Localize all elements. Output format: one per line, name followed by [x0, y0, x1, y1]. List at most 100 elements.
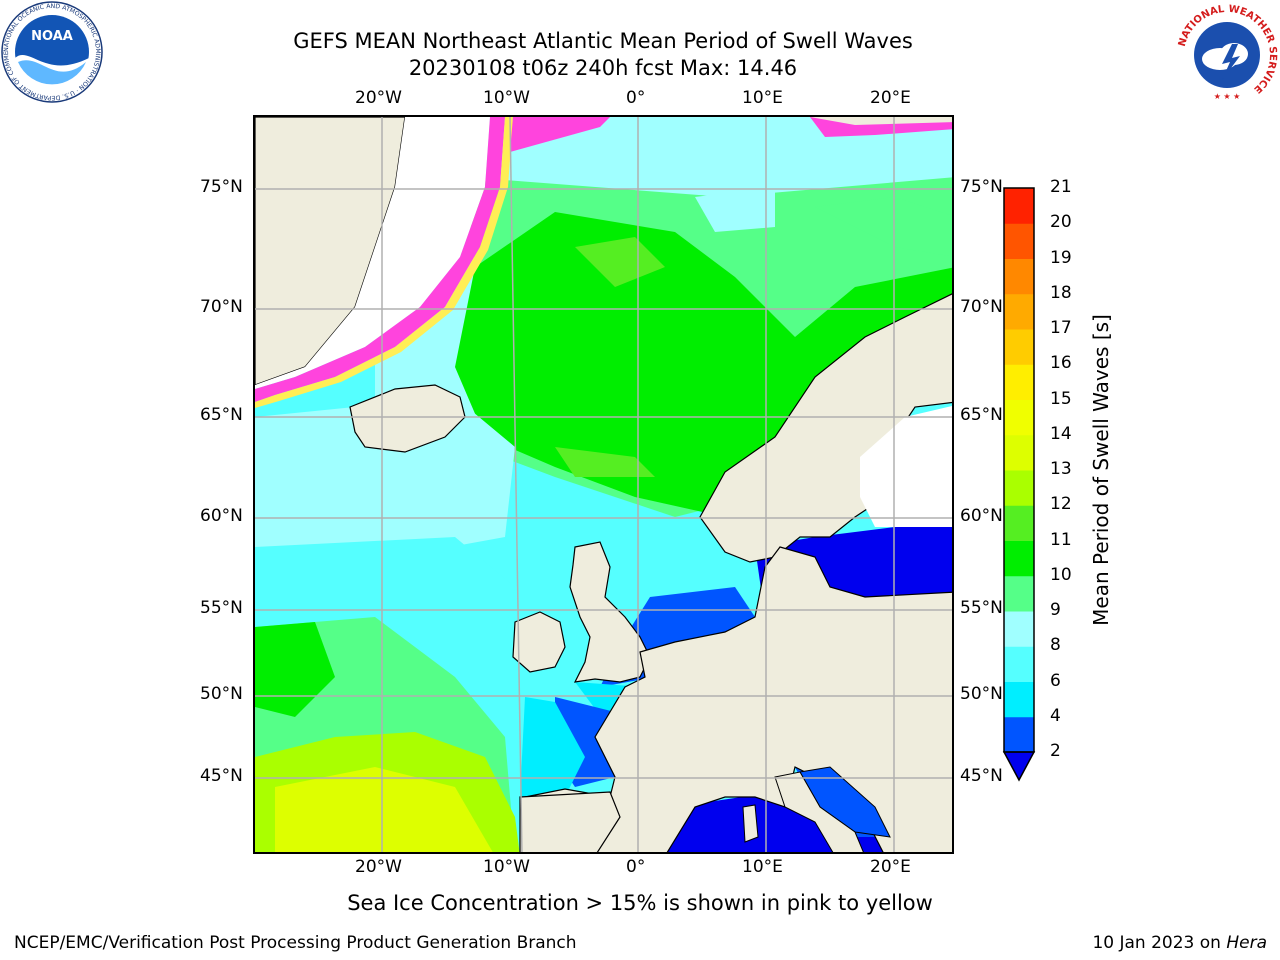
lat-label-left: 65°N [200, 405, 243, 425]
lon-label-top: 0° [626, 88, 646, 108]
ice-note: Sea Ice Concentration > 15% is shown in … [347, 891, 933, 915]
colorbar-segment [1004, 505, 1034, 541]
lat-label-left: 50°N [200, 684, 243, 704]
colorbar-tick-label: 6 [1050, 670, 1061, 691]
lon-label-bottom: 10°E [742, 857, 783, 877]
europe-land [519, 546, 952, 852]
colorbar-segment [1004, 681, 1034, 718]
swell-period-map [255, 117, 952, 852]
ice-free-unmasked [255, 117, 490, 389]
lat-label-left: 75°N [200, 177, 243, 197]
svalbard-land [810, 117, 952, 125]
lat-label-right: 60°N [960, 506, 1003, 526]
colorbar-segment [1004, 646, 1034, 682]
lon-label-bottom: 20°E [870, 857, 911, 877]
colorbar-tick-label: 10 [1050, 564, 1072, 585]
footer-right: 10 Jan 2023 on Hera [1092, 933, 1267, 953]
ireland-land [512, 611, 566, 673]
colorbar-segment [1004, 434, 1034, 471]
lon-label-top: 20°W [355, 88, 402, 108]
map-panel [253, 115, 954, 854]
lat-label-right: 70°N [960, 297, 1003, 317]
lat-label-left: 60°N [200, 506, 243, 526]
swell-zone-8-9 [695, 187, 775, 232]
lon-label-bottom: 20°W [355, 857, 402, 877]
lat-label-right: 75°N [960, 177, 1003, 197]
colorbar-segment [1004, 540, 1034, 577]
swell-zone-4-6 [520, 697, 585, 797]
swell-zone-9-10 [815, 197, 952, 257]
colorbar-tick-label: 17 [1050, 318, 1072, 338]
italy-land [774, 771, 864, 852]
noaa-logo: NATIONAL OCEANIC AND ATMOSPHERIC ADMINIS… [0, 0, 104, 104]
colorbar-tick-label: 18 [1050, 282, 1072, 303]
swell-zone-10-11 [255, 622, 335, 717]
colorbar-segment [1004, 399, 1034, 436]
colorbar-segment [1004, 575, 1034, 612]
lat-label-left: 45°N [200, 766, 243, 786]
colorbar-tick-label: 4 [1050, 705, 1061, 726]
colorbar-tick-label: 9 [1050, 600, 1061, 620]
footer-host: Hera [1226, 933, 1267, 953]
lon-label-top: 10°E [742, 88, 783, 108]
lat-label-right: 45°N [960, 766, 1003, 786]
colorbar-under-extension [1002, 751, 1036, 782]
swell-zone-8-9 [255, 397, 515, 557]
colorbar-segment [1004, 611, 1034, 647]
iberia-land [519, 791, 621, 852]
colorbar-segment [1004, 223, 1034, 259]
lon-label-top: 10°W [483, 88, 530, 108]
colorbar-segment [1004, 716, 1034, 753]
lon-label-top: 20°E [870, 88, 911, 108]
colorbar-segment [1004, 329, 1034, 365]
colorbar-segment [1004, 258, 1034, 295]
svg-text:★ ★ ★: ★ ★ ★ [1214, 92, 1241, 101]
swell-zone-13-14 [275, 767, 493, 852]
swell-zone-8-9 [725, 132, 855, 167]
sardinia-land [742, 804, 759, 843]
lat-label-right: 65°N [960, 405, 1003, 425]
colorbar-tick-label: 11 [1050, 529, 1072, 550]
nws-logo: NATIONAL WEATHER SERVICE ★ ★ ★ [1176, 4, 1278, 106]
colorbar-tick-label: 20 [1050, 212, 1072, 233]
colorbar-segment [1004, 293, 1034, 330]
colorbar-tick-label: 2 [1050, 741, 1061, 761]
chart-subtitle: 20230108 t06z 240h fcst Max: 14.46 [408, 56, 798, 80]
lat-label-left: 55°N [200, 598, 243, 618]
swell-zone-11-12 [555, 447, 655, 477]
colorbar-tick-label: 13 [1050, 459, 1072, 479]
sea-ice-band [255, 117, 505, 402]
noaa-logo-text: NOAA [31, 29, 73, 44]
swell-zone-6-8 [255, 537, 515, 637]
colorbar-label-container: Mean Period of Swell Waves [s] [1086, 180, 1116, 760]
sea-ice-band [510, 117, 610, 152]
colorbar-tick-label: 21 [1050, 177, 1072, 197]
great-britain-land [569, 541, 651, 683]
footer-date: 10 Jan 2023 on [1092, 933, 1227, 953]
colorbar-tick-label: 19 [1050, 247, 1072, 268]
colorbar-segment [1004, 188, 1034, 224]
colorbar-segment [1004, 364, 1034, 400]
swell-zone-11-12 [575, 237, 665, 287]
lat-label-right: 55°N [960, 598, 1003, 618]
lon-label-bottom: 0° [626, 857, 646, 877]
colorbar-tick-label: 16 [1050, 353, 1072, 374]
colorbar-tick-label: 14 [1050, 423, 1072, 444]
colorbar-label: Mean Period of Swell Waves [s] [1089, 314, 1113, 626]
colorbar-tick-label: 8 [1050, 635, 1061, 656]
lat-label-right: 50°N [960, 684, 1003, 704]
baltic-ice-free [860, 405, 952, 527]
swell-zone-10-11 [455, 212, 952, 517]
lon-label-bottom: 10°W [483, 857, 530, 877]
colorbar-tick-label: 15 [1050, 388, 1072, 409]
iceland-land [349, 384, 466, 453]
colorbar [1000, 186, 1040, 786]
footer-left: NCEP/EMC/Verification Post Processing Pr… [14, 933, 577, 953]
colorbar-frame [1003, 187, 1035, 753]
lat-label-left: 70°N [200, 297, 243, 317]
colorbar-tick-label: 12 [1050, 494, 1072, 515]
colorbar-tick-labels: 2 4 6 8 9 10 11 12 13 14 15 16 17 18 19 20 21 [1046, 0, 1106, 960]
colorbar-segment [1004, 470, 1034, 506]
graticule [255, 117, 952, 852]
chart-title: GEFS MEAN Northeast Atlantic Mean Period… [293, 29, 913, 53]
